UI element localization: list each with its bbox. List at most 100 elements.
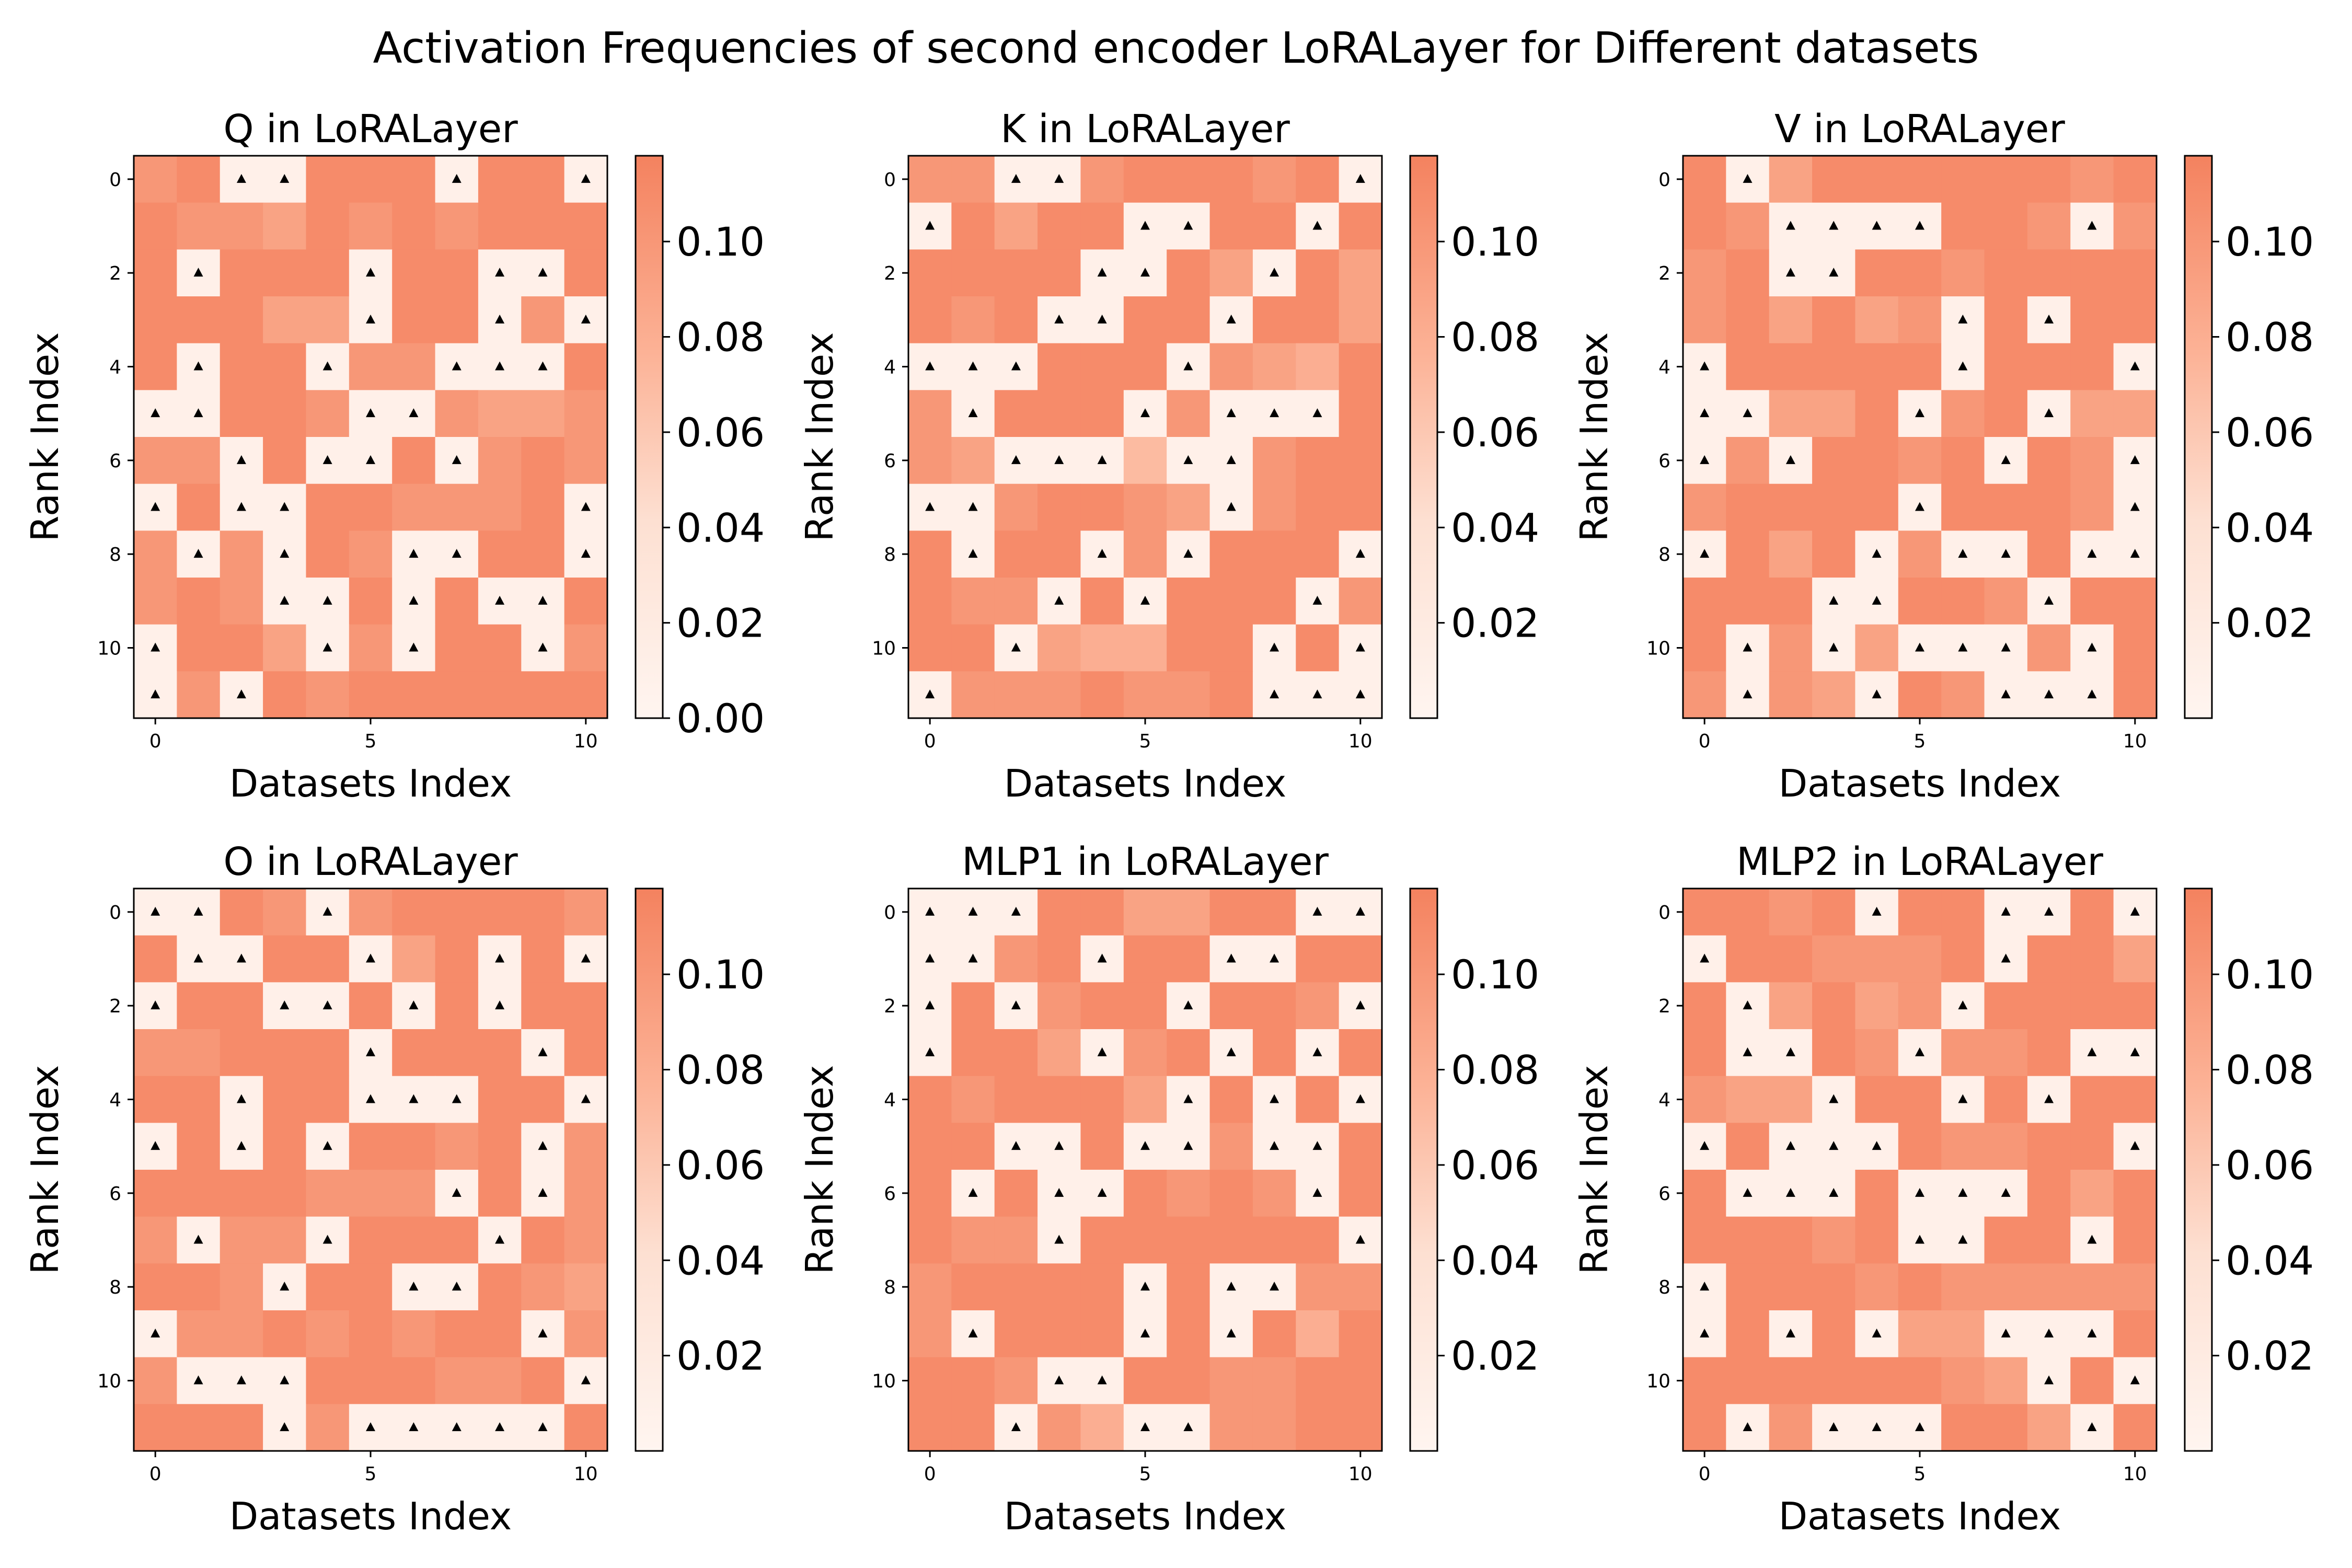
heatmap-cell [220, 1029, 263, 1077]
heatmap-cell [1252, 156, 1296, 203]
y-tick-label: 0 [884, 169, 896, 191]
x-tick-label: 5 [1914, 731, 1926, 752]
heatmap-cell [1855, 249, 1899, 297]
heatmap-cell [263, 935, 307, 983]
low-activation-marker [1226, 455, 1236, 464]
heatmap-cell [392, 935, 436, 983]
heatmap-cell [392, 671, 436, 719]
heatmap-cell [220, 390, 263, 437]
heatmap-cell [564, 437, 608, 485]
colorbar-tick-label: 0.04 [2226, 1237, 2314, 1284]
heatmap-cell [2070, 343, 2114, 390]
low-activation-marker [236, 689, 246, 699]
heatmap-cell [564, 982, 608, 1030]
heatmap-cell [2113, 935, 2157, 983]
heatmap-cell [1252, 437, 1296, 485]
y-tick-label: 2 [884, 996, 896, 1017]
low-activation-marker [1829, 1187, 1839, 1197]
heatmap-cell [2027, 437, 2071, 485]
heatmap-cell [1855, 437, 1899, 485]
heatmap-cell [306, 935, 350, 983]
heatmap-cell [177, 578, 221, 625]
low-activation-marker [1097, 1187, 1107, 1197]
colorbar-tick-label: 0.02 [2226, 600, 2314, 647]
heatmap-cell [951, 624, 995, 672]
heatmap-cell [1167, 156, 1210, 203]
heatmap-cell [2113, 671, 2157, 719]
heatmap-cell [349, 1123, 393, 1170]
heatmap-cell [2027, 1216, 2071, 1264]
heatmap-cell [1984, 982, 2028, 1030]
heatmap-cell [1167, 1170, 1210, 1217]
heatmap-cell [1339, 935, 1382, 983]
heatmap-cell [478, 1076, 522, 1123]
heatmap-cell [1252, 531, 1296, 578]
heatmap-cell [306, 483, 350, 531]
heatmap-cell [1339, 1123, 1382, 1170]
colorbar-frame [1409, 887, 1438, 1452]
low-activation-marker [1270, 408, 1279, 418]
x-tick-label: 0 [924, 1463, 936, 1485]
low-activation-marker [1011, 361, 1021, 371]
low-activation-marker [1097, 455, 1107, 464]
heatmap-cell [908, 1357, 952, 1404]
heatmap-cell [1123, 624, 1167, 672]
heatmap-cell [951, 1076, 995, 1123]
low-activation-marker [1355, 1094, 1365, 1103]
y-axis-label: Rank Index [798, 332, 841, 542]
heatmap-cell [1855, 1029, 1899, 1077]
heatmap-cell [1080, 889, 1124, 936]
y-tick-label: 8 [109, 544, 121, 566]
heatmap-cell [349, 1357, 393, 1404]
heatmap-cell [1941, 578, 1985, 625]
heatmap-cell [1812, 1310, 1856, 1358]
heatmap-cell [1167, 390, 1210, 437]
low-activation-marker [280, 1000, 290, 1010]
heatmap-cell [908, 1263, 952, 1311]
heatmap-cell [1898, 578, 1942, 625]
heatmap-cell [134, 578, 177, 625]
heatmap-cell [1683, 578, 1726, 625]
heatmap-cell [306, 1310, 350, 1358]
heatmap-cell [1339, 390, 1382, 437]
heatmap-cell [478, 390, 522, 437]
low-activation-marker [366, 408, 375, 418]
low-activation-marker [2044, 314, 2054, 324]
low-activation-marker [322, 642, 332, 652]
heatmap-cell [177, 296, 221, 344]
x-axis-label: Datasets Index [1779, 1494, 2061, 1538]
heatmap-cell [564, 1029, 608, 1077]
heatmap-cell [2070, 249, 2114, 297]
low-activation-marker [236, 953, 246, 963]
colorbar-tick-label: 0.06 [2226, 409, 2314, 456]
heatmap-cell [908, 156, 952, 203]
heatmap-cell [1296, 437, 1340, 485]
heatmap-cell [306, 1404, 350, 1451]
heatmap-cell [2113, 1263, 2157, 1311]
heatmap-cell [564, 343, 608, 390]
heatmap-cell [1898, 982, 1942, 1030]
heatmap-cell [177, 1170, 221, 1217]
colorbar-tick-label: 0.10 [676, 218, 765, 265]
low-activation-marker [2087, 642, 2097, 652]
heatmap-cell [1252, 889, 1296, 936]
low-activation-marker [1785, 1328, 1795, 1338]
low-activation-marker [1011, 642, 1021, 652]
low-activation-marker [2087, 689, 2097, 699]
colorbar-tick-label: 0.08 [2226, 314, 2314, 361]
heatmap-cell [1037, 1029, 1081, 1077]
low-activation-marker [1915, 221, 1924, 230]
low-activation-marker [1270, 268, 1279, 277]
low-activation-marker [1312, 689, 1322, 699]
heatmap-cell [1123, 889, 1167, 936]
heatmap-cell [2070, 1263, 2114, 1311]
heatmap-cell [1898, 935, 1942, 983]
heatmap-cell [994, 202, 1038, 250]
y-tick-label: 2 [1658, 263, 1670, 284]
heatmap-cell [2027, 982, 2071, 1030]
colorbar-tick-label: 0.08 [1451, 314, 1539, 361]
heatmap-cell [1726, 1076, 1770, 1123]
heatmap-cell [1898, 296, 1942, 344]
heatmap-cell [1898, 249, 1942, 297]
low-activation-marker [1785, 221, 1795, 230]
